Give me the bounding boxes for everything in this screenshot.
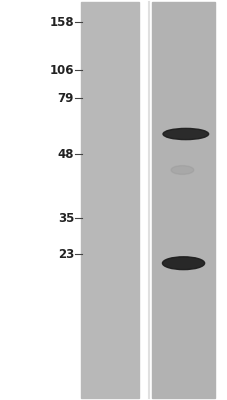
Ellipse shape <box>162 257 204 270</box>
Ellipse shape <box>170 166 193 174</box>
Text: 158: 158 <box>49 16 74 28</box>
Text: 106: 106 <box>49 64 74 76</box>
Text: 35: 35 <box>57 212 74 224</box>
Text: 23: 23 <box>58 248 74 260</box>
Text: 79: 79 <box>57 92 74 104</box>
Text: 48: 48 <box>57 148 74 160</box>
Ellipse shape <box>162 128 208 140</box>
Bar <box>151 2 215 398</box>
Bar <box>81 2 138 398</box>
